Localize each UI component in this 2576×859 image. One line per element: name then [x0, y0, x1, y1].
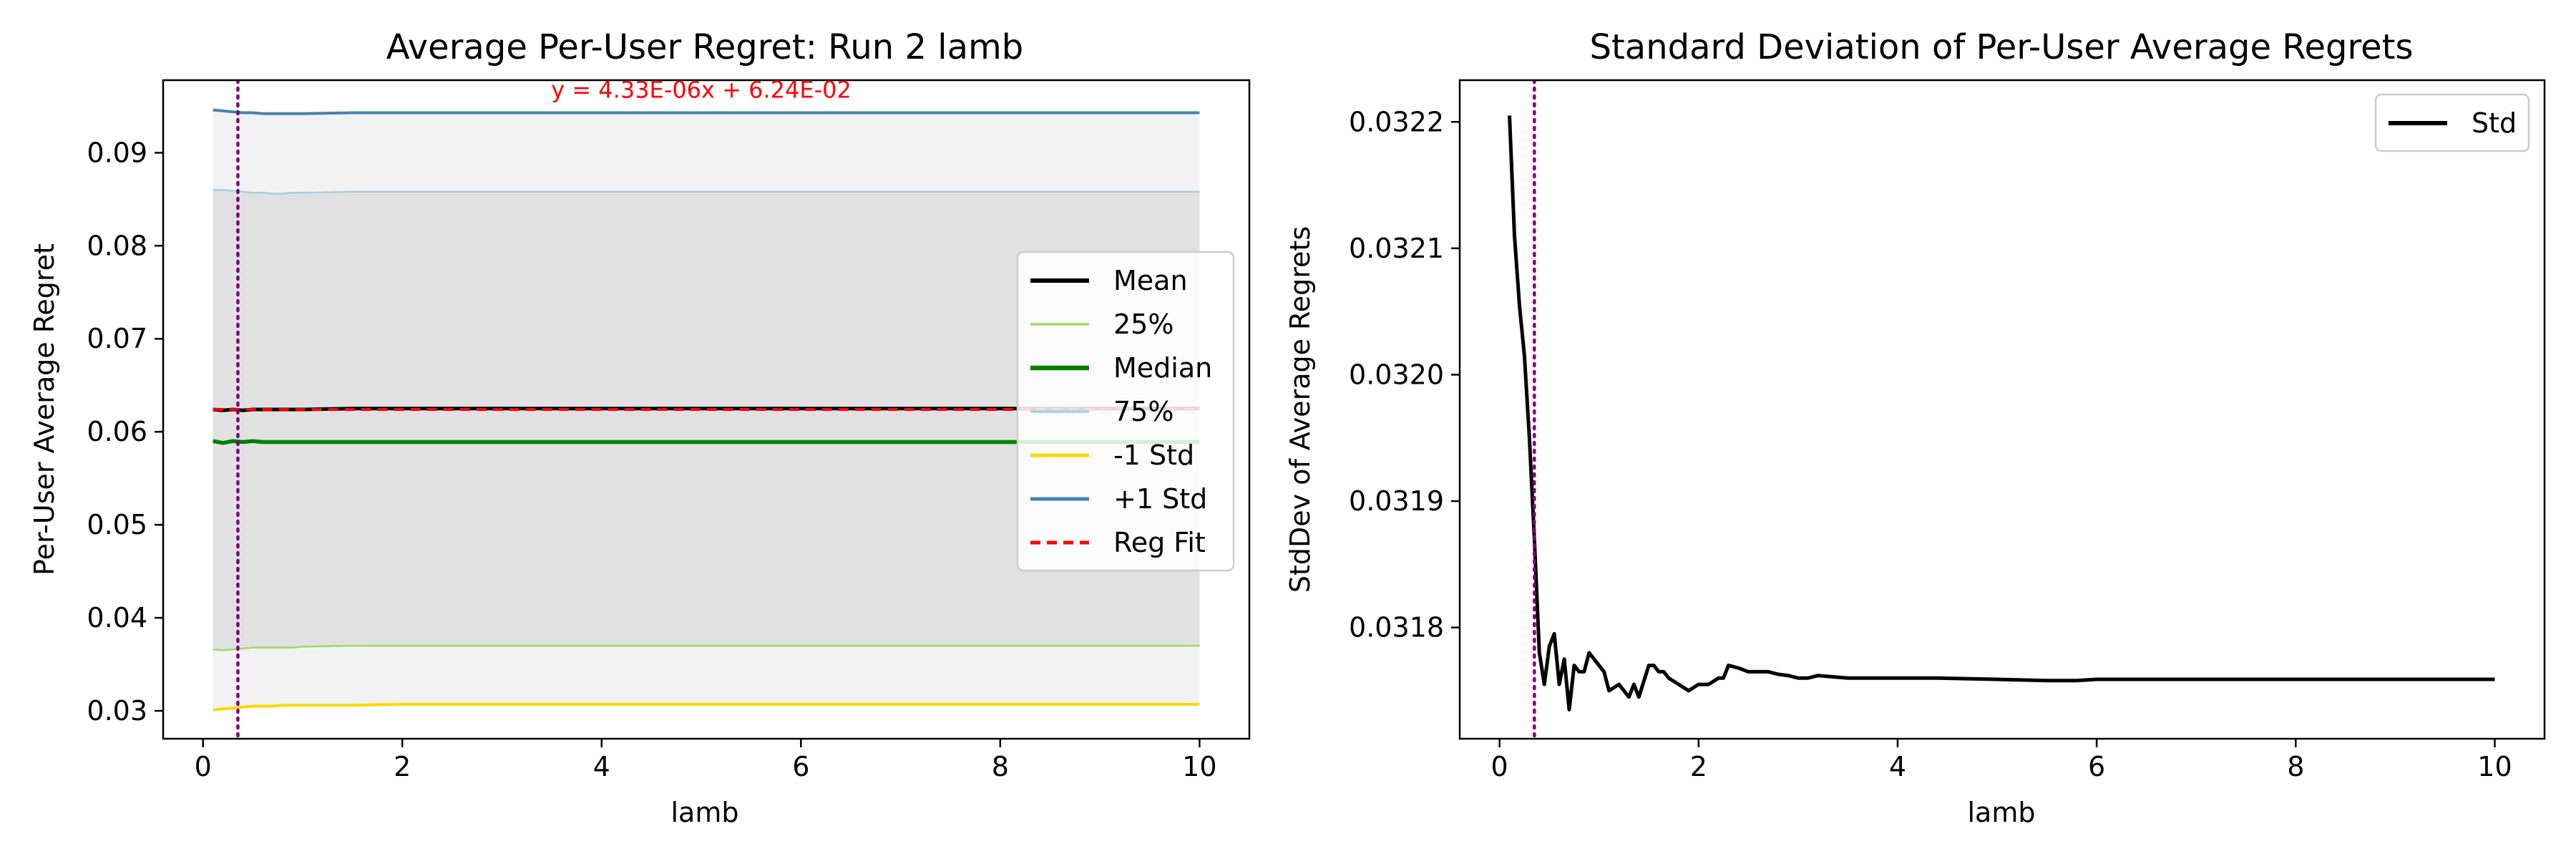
left-y-tick-label: 0.06	[87, 416, 147, 447]
right-chart-panel: Standard Deviation of Per-User Average R…	[1284, 27, 2546, 828]
right-y-tick-label: 0.0319	[1349, 485, 1444, 517]
left-y-axis-label: Per-User Average Regret	[29, 243, 60, 576]
right-y-axis-label: StdDev of Average Regrets	[1284, 226, 1316, 593]
left-legend-label: 25%	[1113, 309, 1174, 340]
right-x-tick-label: 2	[1690, 751, 1707, 782]
left-series-25-	[213, 644, 1200, 651]
right-y-tick-label: 0.0318	[1349, 612, 1444, 644]
left-legend-box	[1016, 251, 1235, 572]
right-legend-label: Std	[2472, 107, 2517, 139]
left-regression-annotation: y = 4.33E-06x + 6.24E-02	[551, 76, 852, 103]
left-x-tick-label: 0	[195, 751, 212, 782]
left-legend: Mean 25% Median 75% -1 Std +1 Std Reg Fit	[1016, 251, 1235, 572]
left-legend-label: Mean	[1113, 265, 1188, 296]
left-x-axis-label: lamb	[671, 797, 739, 828]
left-chart-panel: Average Per-User Regret: Run 2 lamb lamb…	[29, 27, 1251, 828]
right-x-tick-label: 8	[2287, 751, 2304, 782]
right-y-tick-label: 0.0322	[1349, 106, 1444, 137]
left-legend-label: 75%	[1113, 396, 1174, 427]
right-axes-frame	[1458, 79, 2546, 740]
right-y-tick-label: 0.0320	[1349, 359, 1444, 390]
left-y-tick-label: 0.07	[87, 323, 147, 354]
left-axes-frame	[162, 79, 1251, 740]
left-x-tick-label: 10	[1182, 751, 1216, 782]
left-legend-label: Median	[1113, 352, 1212, 384]
left-series-75-	[213, 189, 1200, 195]
left-series-mean	[213, 407, 1200, 412]
left-x-tick-label: 2	[394, 751, 411, 782]
left-x-tick-label: 6	[792, 751, 809, 782]
left-legend-label: +1 Std	[1113, 483, 1207, 515]
left-y-tick-label: 0.05	[87, 509, 147, 540]
right-x-tick-label: 6	[2088, 751, 2105, 782]
left-y-tick-label: 0.09	[87, 137, 147, 168]
left-plot-area	[213, 80, 1200, 739]
left-y-tick-label: 0.04	[87, 602, 147, 634]
right-chart-title: Standard Deviation of Per-User Average R…	[1589, 27, 2413, 67]
left-band-1	[213, 190, 1200, 651]
left-x-tick-label: 4	[593, 751, 610, 782]
right-legend: Std	[2374, 93, 2530, 152]
right-series-std	[1508, 115, 2495, 712]
left-y-tick-label: 0.03	[87, 695, 147, 727]
left-series--1-std	[213, 108, 1200, 115]
right-x-tick-label: 10	[2477, 751, 2512, 782]
left-legend-label: -1 Std	[1113, 440, 1194, 471]
left-y-tick-label: 0.08	[87, 230, 147, 261]
right-x-tick-label: 4	[1889, 751, 1906, 782]
left-x-tick-label: 8	[992, 751, 1009, 782]
right-x-axis-label: lamb	[1968, 797, 2036, 828]
left-series-median	[213, 439, 1200, 445]
left-chart-title: Average Per-User Regret: Run 2 lamb	[386, 27, 1024, 67]
right-legend-box	[2374, 93, 2530, 152]
right-x-tick-label: 0	[1491, 751, 1508, 782]
right-y-tick-label: 0.0321	[1349, 233, 1444, 264]
left-legend-label: Reg Fit	[1113, 527, 1206, 558]
right-plot-area	[1508, 80, 2495, 739]
left-series--1-std	[213, 702, 1200, 712]
